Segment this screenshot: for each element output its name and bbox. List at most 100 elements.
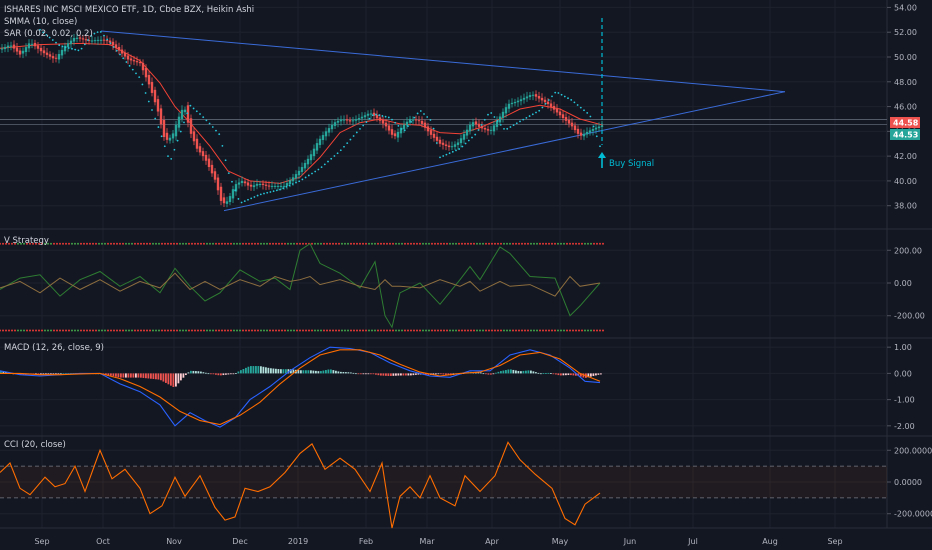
candle-body xyxy=(471,122,475,127)
candle-body xyxy=(381,119,385,124)
macd-hist-bar xyxy=(392,373,395,376)
price-panel[interactable] xyxy=(0,18,887,212)
v-level-dot-0 xyxy=(65,242,67,245)
sar-dot xyxy=(525,116,528,119)
v-strategy-panel[interactable] xyxy=(0,242,604,332)
macd-hist-bar xyxy=(40,373,42,375)
macd-hist-bar xyxy=(257,366,260,374)
candle-body xyxy=(174,124,178,137)
macd-hist-bar xyxy=(320,371,322,374)
sar-dot xyxy=(522,118,525,121)
macd-hist-bar xyxy=(240,370,242,374)
macd-hist-bar xyxy=(45,373,47,375)
sar-dot xyxy=(586,112,589,114)
v-level-dot-0 xyxy=(422,242,424,245)
v-level-dot-0 xyxy=(47,242,49,245)
candle-body xyxy=(507,103,511,109)
v-level-dot-0 xyxy=(392,242,394,245)
v-level-dot-0 xyxy=(572,242,574,245)
v-level-dot-0 xyxy=(158,242,160,245)
v-level-dot-1 xyxy=(341,329,343,332)
candle-body xyxy=(15,47,19,52)
v-level-dot-1 xyxy=(386,329,388,332)
macd-hist-bar xyxy=(42,373,45,375)
trendline-upper xyxy=(100,30,786,93)
candle-body xyxy=(33,42,37,47)
macd-hist-bar xyxy=(192,370,195,374)
candle-body xyxy=(522,97,526,100)
macd-hist-bar xyxy=(447,373,450,376)
macd-hist-bar xyxy=(435,373,437,375)
macd-panel[interactable] xyxy=(0,346,602,428)
candle-body xyxy=(66,43,70,48)
v-level-dot-1 xyxy=(491,329,493,332)
v-level-dot-0 xyxy=(128,242,130,245)
candle-body xyxy=(582,133,586,137)
v-level-dot-0 xyxy=(29,242,31,245)
sar-dot xyxy=(535,111,537,114)
macd-hist-bar xyxy=(375,373,377,375)
candle-body xyxy=(435,136,439,141)
macd-hist-bar xyxy=(137,373,140,378)
candle-body xyxy=(465,129,469,136)
v-level-dot-0 xyxy=(515,242,517,245)
v-level-dot-1 xyxy=(8,329,10,332)
v-level-dot-1 xyxy=(446,329,448,332)
v-level-dot-0 xyxy=(485,242,487,245)
macd-hist-bar xyxy=(297,370,300,374)
sar-dot xyxy=(506,127,509,130)
v-level-dot-0 xyxy=(488,242,490,245)
v-level-dot-1 xyxy=(509,329,511,332)
candle-body xyxy=(186,105,190,123)
candle-body xyxy=(396,131,400,138)
v-level-dot-1 xyxy=(68,329,70,332)
v-level-dot-1 xyxy=(323,329,325,332)
buy-signal-annotation[interactable]: Buy Signal xyxy=(598,152,654,169)
candle-body xyxy=(222,197,226,204)
v-level-dot-0 xyxy=(32,242,34,245)
macd-hist-bar xyxy=(355,373,357,375)
macd-hist-bar xyxy=(592,373,595,377)
macd-hist-bar xyxy=(247,366,250,374)
sar-dot xyxy=(307,174,310,177)
sar-dot xyxy=(250,197,253,200)
v-level-dot-1 xyxy=(578,329,580,332)
candle-body xyxy=(99,39,103,41)
candle-body xyxy=(540,97,544,101)
candle-body xyxy=(510,102,514,105)
v-level-dot-0 xyxy=(557,242,559,245)
candle-body xyxy=(27,43,31,49)
sar-dot xyxy=(563,95,566,98)
candle-body xyxy=(189,118,193,134)
macd-hist-bar xyxy=(150,373,152,379)
v-level-dot-1 xyxy=(551,329,553,332)
candle-body xyxy=(234,184,238,192)
v-level-dot-0 xyxy=(458,242,460,245)
candle-body xyxy=(588,130,592,133)
v-level-dot-1 xyxy=(176,329,178,332)
macd-hist-bar xyxy=(220,373,222,376)
v-level-dot-1 xyxy=(536,329,538,332)
v-level-dot-1 xyxy=(494,329,496,332)
y-tick-2-1: 0.00 xyxy=(894,369,912,378)
macd-hist-bar xyxy=(165,373,167,383)
candle-body xyxy=(75,37,79,39)
sar-dot xyxy=(330,157,333,160)
candle-body xyxy=(567,119,571,124)
macd-hist-bar xyxy=(280,369,282,374)
v-level-dot-0 xyxy=(341,242,343,245)
candle-body xyxy=(270,185,274,187)
macd-hist-bar xyxy=(157,373,160,380)
macd-hist-bar xyxy=(285,369,287,374)
sar-dot xyxy=(599,145,601,148)
v-level-dot-1 xyxy=(362,329,364,332)
macd-hist-bar xyxy=(487,373,490,375)
v-level-dot-0 xyxy=(227,242,229,245)
macd-hist-bar xyxy=(197,371,200,374)
sar-dot xyxy=(256,194,259,197)
sar-dot xyxy=(592,125,595,128)
sar-dot xyxy=(368,117,371,120)
cci-panel[interactable] xyxy=(0,441,887,529)
v-level-dot-0 xyxy=(266,242,268,245)
